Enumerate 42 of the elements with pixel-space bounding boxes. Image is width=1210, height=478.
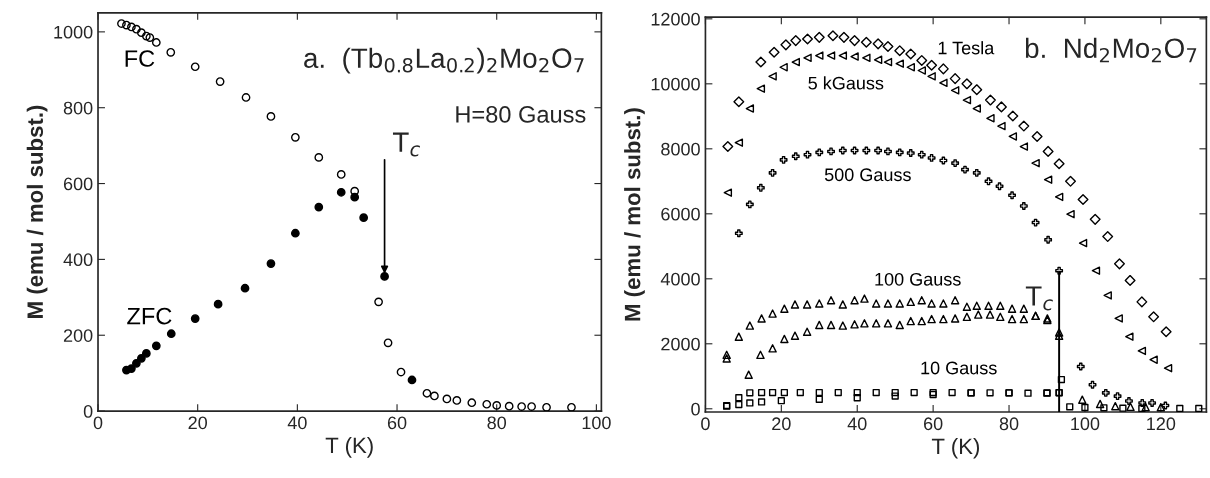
- y-tick-label: 0: [83, 405, 93, 418]
- y-tick-label: 4000: [660, 272, 700, 286]
- x-tick-label: 60: [387, 416, 407, 430]
- y-tick-label: 1000: [54, 25, 93, 39]
- x-tick-label: 100: [582, 416, 611, 430]
- series-label: 10 Gauss: [921, 361, 997, 375]
- x-tick-label: 80: [999, 417, 1019, 431]
- x-tick-label: 0: [701, 417, 710, 431]
- x-axis-title: T (K): [931, 437, 980, 459]
- y-axis-title: M (emu / mol subst.): [26, 105, 48, 318]
- y-tick-label: 2000: [661, 337, 700, 351]
- x-tick-label: 20: [772, 417, 791, 431]
- y-tick-label: 0: [691, 402, 700, 416]
- x-tick-label: 20: [188, 416, 208, 430]
- series-label: ZFC: [127, 307, 172, 325]
- y-tick-label: 12000: [651, 12, 700, 26]
- series-label: 5 kGauss: [808, 76, 884, 90]
- x-tick-label: 120: [1147, 417, 1176, 431]
- x-tick-label: 80: [487, 416, 507, 430]
- y-tick-label: 6000: [661, 207, 700, 221]
- y-axis-title: M (emu / mol subst.): [624, 108, 645, 321]
- y-tick-label: 800: [63, 101, 93, 115]
- annotation: T$_{c}$: [392, 132, 421, 157]
- y-tick-label: 400: [63, 253, 93, 267]
- chart-title: a. (Tb$_{0.8}$La$_{0.2}$)$_{2}$Mo$_{2}$O$_{7}$: [304, 47, 584, 74]
- series-label: 100 Gauss: [875, 272, 961, 286]
- text: b. Nd$_{2}$Mo$_{2}$O$_{7}$: [1025, 37, 1197, 63]
- y-tick-label: 200: [63, 329, 93, 342]
- series-label: 500 Gauss: [824, 168, 911, 182]
- x-tick-label: 40: [287, 416, 307, 430]
- x-tick-label: 40: [847, 417, 867, 431]
- x-tick-label: 0: [93, 416, 103, 430]
- y-tick-label: 600: [63, 177, 93, 191]
- annotation: T$_{c}$: [1025, 286, 1053, 311]
- y-tick-label: 8000: [661, 142, 700, 156]
- x-tick-label: 60: [924, 417, 943, 431]
- x-axis-title: T (K): [325, 436, 373, 458]
- x-tick-label: 100: [1071, 417, 1100, 431]
- series-label: FC: [125, 50, 155, 67]
- series-label: 1 Tesla: [938, 41, 995, 55]
- annotation: H=80 Gauss: [456, 106, 586, 123]
- y-tick-label: 10000: [651, 77, 700, 91]
